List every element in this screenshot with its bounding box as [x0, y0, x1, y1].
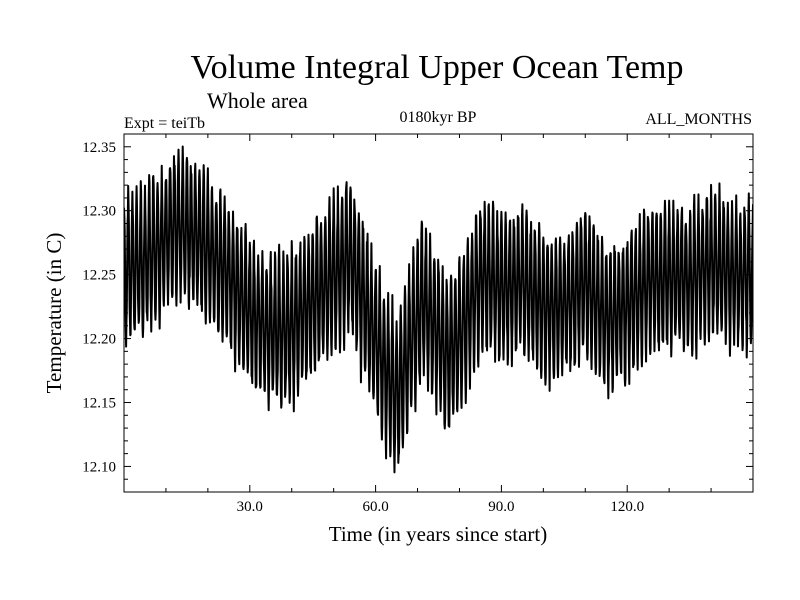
x-tick-label-1: 60.0: [362, 499, 388, 515]
x-tick-label-3: 120.0: [610, 499, 644, 515]
chart-title: Volume Integral Upper Ocean Temp: [191, 49, 684, 86]
y-axis-label: Temperature (in C): [42, 233, 66, 394]
y-tick-label-0: 12.10: [82, 459, 116, 475]
x-tick-label-2: 90.0: [488, 499, 514, 515]
period-label: 0180kyr BP: [400, 109, 477, 126]
y-tick-label-5: 12.35: [82, 140, 116, 156]
x-axis: 30.0 60.0 90.0 120.0: [165, 134, 712, 515]
y-tick-label-4: 12.30: [82, 204, 116, 220]
y-tick-label-1: 12.15: [82, 396, 116, 412]
series-line-temperature: [124, 145, 753, 474]
experiment-label: Expt = teiTb: [124, 115, 205, 132]
y-tick-label-3: 12.25: [82, 268, 116, 284]
y-tick-label-2: 12.20: [82, 332, 116, 348]
x-tick-label-0: 30.0: [237, 499, 263, 515]
months-label: ALL_MONTHS: [645, 111, 752, 128]
x-axis-label: Time (in years since start): [329, 522, 548, 546]
y-axis: 12.10 12.15 12.20 12.25 12.30 12.35: [82, 133, 753, 493]
chart-subtitle: Whole area: [207, 88, 308, 113]
